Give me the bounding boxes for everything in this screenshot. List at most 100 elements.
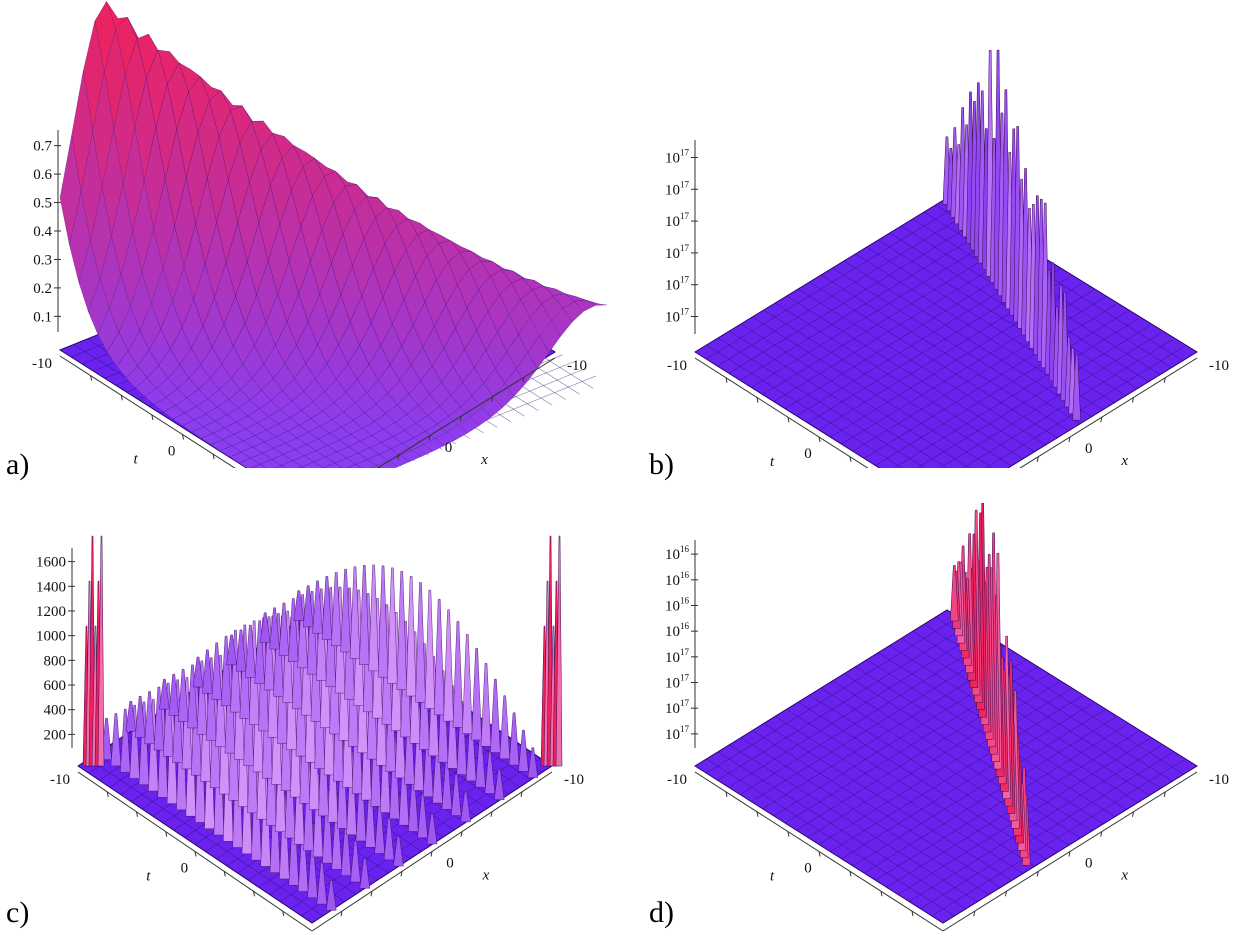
z-tick-label: 0.4 <box>33 224 52 240</box>
surface-spike <box>508 712 520 766</box>
z-tick-label: 400 <box>44 703 67 719</box>
x-tick-mark <box>490 811 493 817</box>
z-tick-label: 1016 <box>665 570 690 589</box>
z-tick-label: 0.6 <box>33 167 52 183</box>
t-tick-label: -10 <box>667 358 687 374</box>
floor-grid-line <box>820 274 1070 432</box>
t-tick-label: 0 <box>804 860 812 876</box>
panel-b: 1017 1017 1017 1017 1017 1017 -10 0 t -10 0 x b) <box>625 0 1250 481</box>
surface-plot-b: 1017 1017 1017 1017 1017 1017 -10 0 t -10 0 x <box>665 49 1229 468</box>
t-tick-mark <box>725 791 728 797</box>
surface-spike <box>480 663 492 747</box>
x-tick-label: 0 <box>445 440 453 456</box>
surface-spike <box>527 747 539 778</box>
t-tick-label: 0 <box>168 443 176 459</box>
panel-d: 1017 1017 1017 1017 1016 1016 1016 1016 -10 0 t -10… <box>625 468 1250 936</box>
floor-grid-line <box>832 680 1081 839</box>
surface-spike <box>408 774 419 832</box>
surface-spike <box>159 678 170 710</box>
t-tick-mark <box>182 434 184 440</box>
x-tick-mark <box>1100 417 1103 423</box>
surface-spike <box>1072 354 1081 421</box>
panel-c: 200 400 600 800 1000 1200 1400 1600 -10 0 t -10 0 x c… <box>0 468 625 936</box>
floor-grid-line <box>843 673 1093 832</box>
surface-spike <box>110 713 122 767</box>
surface-spike <box>125 701 137 732</box>
surface-spike <box>499 695 510 759</box>
floor-grid-line <box>939 332 1162 468</box>
floor-grid-line <box>920 752 1173 909</box>
z-tick-label: 1017 <box>665 243 690 262</box>
x-tick-mark <box>400 871 403 877</box>
x-tick-label: 0 <box>1085 856 1093 872</box>
surface-spike <box>97 535 105 767</box>
surface-spike <box>226 634 237 666</box>
t-axis-label: t <box>146 868 151 884</box>
t-tick-mark <box>136 811 138 817</box>
x-tick-label: -10 <box>567 358 587 374</box>
surface-spike <box>349 566 361 659</box>
x-tick-mark <box>1068 851 1071 857</box>
floor-grid-line <box>916 325 1151 468</box>
t-tick-mark <box>194 851 197 857</box>
x-tick-mark <box>1163 791 1166 797</box>
surface-spike <box>462 634 473 734</box>
t-tick-mark <box>212 454 215 460</box>
surface-spike <box>259 612 271 643</box>
x-tick-label: 0 <box>446 856 454 872</box>
z-tick-label: 0.5 <box>33 196 52 212</box>
surface-spike <box>235 629 247 672</box>
surface-spike <box>432 739 443 804</box>
z-tick-label: 200 <box>44 727 67 743</box>
surface-spike <box>134 696 146 738</box>
t-tick-mark <box>911 911 914 917</box>
t-tick-mark <box>725 377 728 383</box>
x-tick-mark <box>973 911 976 917</box>
surface-spike <box>377 565 389 678</box>
surface-spike <box>493 769 505 800</box>
t-tick-mark <box>90 375 93 381</box>
x-tick-mark <box>1163 377 1166 383</box>
t-tick-label: 0 <box>181 860 189 876</box>
surface-spike <box>426 813 438 845</box>
panel-label-a: a) <box>6 448 30 481</box>
z-tick-label: 1017 <box>665 698 690 717</box>
x-tick-mark <box>428 435 431 441</box>
t-tick-label: -10 <box>50 772 70 788</box>
z-tick-label: 1017 <box>665 179 690 198</box>
floor-grid-line <box>843 260 1093 418</box>
surface-spike <box>302 585 314 628</box>
surface-spike <box>321 576 333 640</box>
x-tick-mark <box>459 416 462 422</box>
surface-patch <box>376 460 399 468</box>
t-tick-mark <box>282 911 285 917</box>
z-tick-label: 1017 <box>665 647 690 666</box>
surface-plot-d: 1017 1017 1017 1017 1016 1016 1016 1016 -10 0 t -10… <box>665 503 1229 932</box>
z-tick-label: 1017 <box>665 275 690 294</box>
x-tick-mark <box>491 396 493 402</box>
floor-grid-line <box>962 339 1173 468</box>
floor-grid-line <box>863 304 1117 459</box>
surface-spike <box>424 589 436 709</box>
surface-spike <box>950 565 959 622</box>
surface-spike <box>393 835 404 867</box>
x-tick-label: -10 <box>1209 358 1229 374</box>
surface-spike <box>398 755 410 826</box>
t-tick-label: -10 <box>32 356 52 372</box>
z-tick-label: 1017 <box>665 724 690 743</box>
z-tick-label: 0.1 <box>33 309 52 325</box>
z-tick-label: 0.7 <box>33 139 52 155</box>
z-tick-label: 1016 <box>665 621 690 640</box>
x-tick-mark <box>460 831 463 837</box>
z-tick-label: 1016 <box>665 595 690 614</box>
surface-spike <box>490 678 501 753</box>
surface-spike <box>359 565 370 665</box>
t-tick-mark <box>787 831 790 837</box>
surface-plot-a: 0.1 0.2 0.3 0.4 0.5 0.6 0.7 -10 0 t -10 0 x <box>32 0 608 468</box>
t-axis-label: t <box>134 451 139 467</box>
surface-spike <box>555 535 563 767</box>
t-tick-mark <box>880 891 883 897</box>
x-axis-label: x <box>482 868 490 884</box>
z-tick-label: 1017 <box>665 307 690 326</box>
t-tick-mark <box>165 831 168 837</box>
